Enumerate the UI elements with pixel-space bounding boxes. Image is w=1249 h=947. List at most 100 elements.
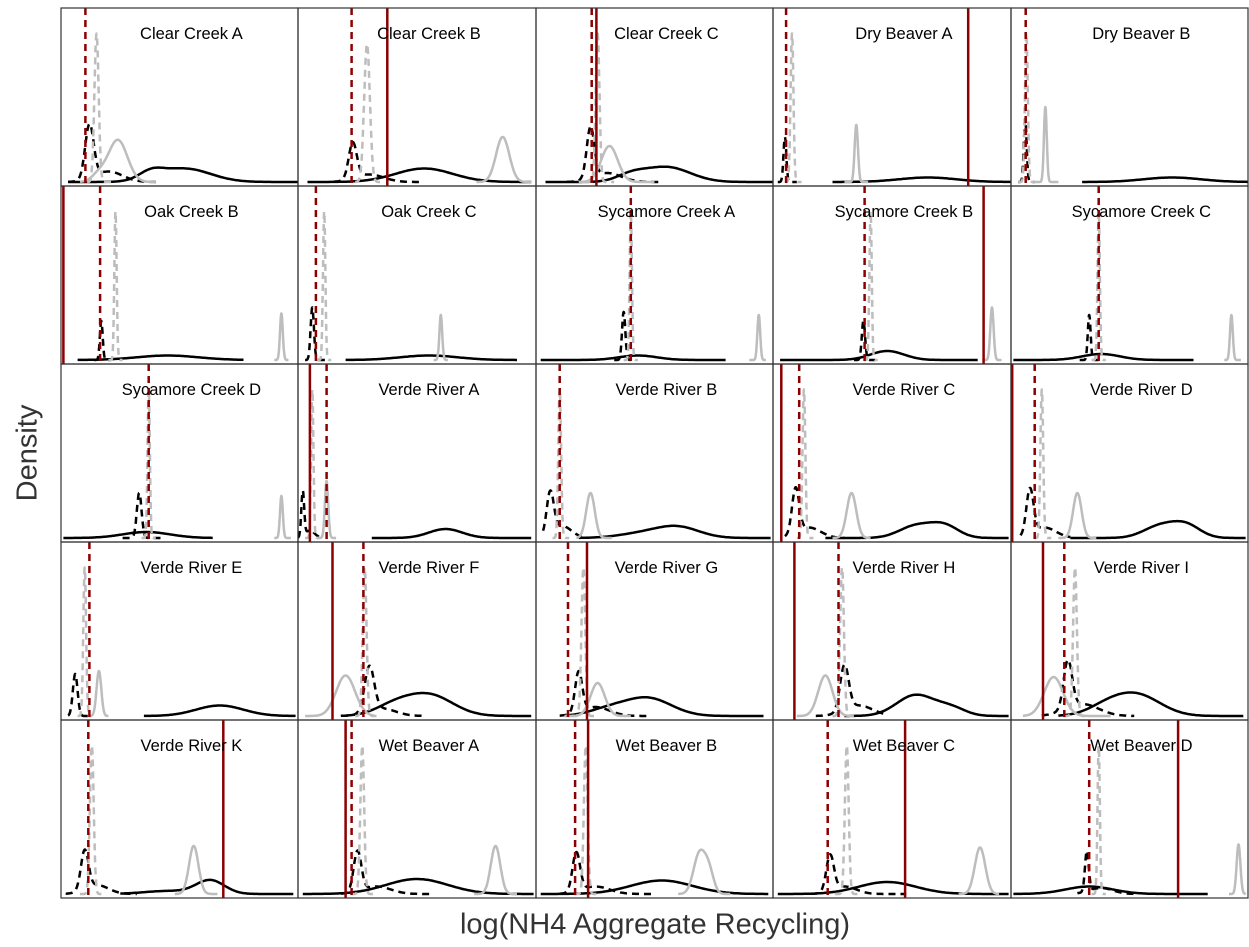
panel-verde-river-d: Verde River D	[1010, 363, 1249, 543]
density-curve-grey-dashed	[1016, 32, 1036, 184]
density-curve-grey-dashed	[582, 32, 616, 184]
density-curve-grey-solid	[88, 669, 110, 718]
panel-title: Sycamore Creek C	[1072, 203, 1211, 221]
panel-title: Wet Beaver B	[616, 737, 718, 755]
density-curve-grey-dashed	[831, 566, 856, 718]
x-axis-title: log(NH4 Aggregate Recycling)	[459, 908, 851, 941]
panel-title: Dry Beaver A	[855, 25, 952, 43]
density-curve-grey-solid	[315, 479, 338, 540]
density-curve-grey-solid	[1057, 491, 1098, 540]
panel-verde-river-b: Verde River B	[535, 363, 774, 543]
panel-title: Verde River B	[616, 381, 718, 399]
density-curve-grey-dashed	[315, 210, 333, 362]
panel-sycamore-creek-a: Sycamore Creek A	[535, 185, 774, 365]
density-curve-grey-solid	[957, 846, 1001, 896]
panel-title: Verde River G	[615, 559, 719, 577]
density-curve-grey-solid	[981, 306, 1003, 362]
density-curve-black-dashed	[298, 489, 323, 539]
panel-oak-creek-b: Oak Creek B	[60, 185, 299, 365]
panel-title: Sycamore Creek D	[122, 381, 261, 399]
density-curve-black-solid	[566, 696, 764, 718]
density-curve-grey-solid	[473, 844, 518, 896]
density-curve-black-solid	[371, 527, 532, 540]
density-curve-grey-solid	[432, 313, 450, 362]
density-curve-grey-solid	[475, 135, 533, 184]
panel-title: Sycamore Creek B	[835, 203, 973, 221]
density-curve-black-dashed	[1076, 849, 1136, 896]
panel-title: Verde River K	[141, 737, 243, 755]
density-curve-grey-solid	[173, 844, 219, 896]
density-curve-grey-dashed	[570, 566, 597, 718]
density-curve-grey-dashed	[86, 32, 115, 184]
panel-verde-river-a: Verde River A	[297, 363, 537, 543]
density-curve-grey-solid	[273, 312, 290, 362]
density-curve-grey-dashed	[354, 42, 383, 184]
density-curve-grey-dashed	[572, 744, 599, 896]
density-curve-black-solid	[825, 520, 1009, 540]
panel-wet-beaver-c: Wet Beaver C	[772, 719, 1012, 899]
y-axis-title: Density	[11, 404, 44, 502]
panel-title: Verde River I	[1094, 559, 1189, 577]
panel-oak-creek-c: Oak Creek C	[297, 185, 537, 365]
density-curve-black-dashed	[64, 848, 138, 896]
density-curve-black-solid	[1013, 885, 1208, 896]
density-curve-grey-solid	[677, 848, 732, 896]
density-curve-black-solid	[780, 349, 978, 362]
density-curve-grey-solid	[1022, 675, 1112, 718]
density-curve-black-dashed	[776, 135, 798, 184]
density-curve-grey-dashed	[783, 32, 803, 184]
panel-title: Oak Creek B	[144, 203, 238, 221]
panel-title: Wet Beaver A	[379, 737, 480, 755]
density-curve-black-solid	[844, 693, 1009, 718]
panel-verde-river-h: Verde River H	[772, 541, 1012, 721]
density-curve-grey-dashed	[354, 566, 378, 718]
panel-border	[1010, 719, 1249, 899]
panel-verde-river-k: Verde River K	[60, 719, 299, 899]
density-curve-black-solid	[345, 691, 532, 718]
density-curve-grey-dashed	[1033, 388, 1053, 540]
density-curve-black-dashed	[784, 486, 846, 540]
density-curve-black-dashed	[613, 310, 637, 362]
density-curve-black-dashed	[333, 141, 423, 184]
panel-title: Wet Beaver C	[853, 737, 955, 755]
density-curve-black-solid	[345, 354, 517, 362]
density-curve-grey-solid	[79, 138, 157, 184]
density-curve-black-dashed	[566, 125, 660, 184]
density-curve-grey-solid	[748, 313, 768, 362]
density-curve-black-solid	[120, 878, 294, 896]
density-curve-black-solid	[1070, 519, 1246, 540]
panel-title: Verde River D	[1090, 381, 1193, 399]
density-curve-grey-solid	[1033, 105, 1060, 184]
density-curve-grey-dashed	[622, 210, 640, 362]
density-curve-black-dashed	[852, 319, 877, 362]
panel-verde-river-i: Verde River I	[1010, 541, 1249, 721]
density-curve-grey-dashed	[107, 210, 124, 362]
panel-title: Clear Creek C	[614, 25, 719, 43]
density-curve-grey-dashed	[303, 388, 321, 540]
density-curve-grey-dashed	[1090, 744, 1107, 896]
density-curve-black-dashed	[340, 664, 423, 718]
density-curve-black-solid	[63, 530, 213, 540]
density-curve-grey-dashed	[78, 744, 103, 896]
panel-title: Verde River E	[141, 559, 243, 577]
panel-sycamore-creek-b: Sycamore Creek B	[772, 185, 1012, 365]
panel-title: Clear Creek B	[377, 25, 481, 43]
panel-title: Verde River A	[378, 381, 479, 399]
density-curve-black-dashed	[121, 491, 164, 540]
density-curve-grey-dashed	[833, 744, 860, 896]
panel-verde-river-e: Verde River E	[60, 541, 299, 721]
panel-title: Wet Beaver D	[1090, 737, 1192, 755]
density-curve-black-solid	[1058, 691, 1244, 718]
density-curve-black-dashed	[340, 849, 432, 896]
panel-sycamore-creek-c: Sycamore Creek C	[1010, 185, 1249, 365]
density-curve-grey-solid	[273, 494, 293, 540]
panel-clear-creek-c: Clear Creek C	[535, 7, 774, 187]
panel-title: Dry Beaver B	[1092, 25, 1190, 43]
density-curve-black-solid	[578, 524, 771, 540]
density-curve-black-dashed	[93, 319, 112, 362]
density-curve-grey-dashed	[349, 744, 376, 896]
density-curve-black-dashed	[559, 850, 656, 896]
panel-title: Verde River F	[378, 559, 479, 577]
